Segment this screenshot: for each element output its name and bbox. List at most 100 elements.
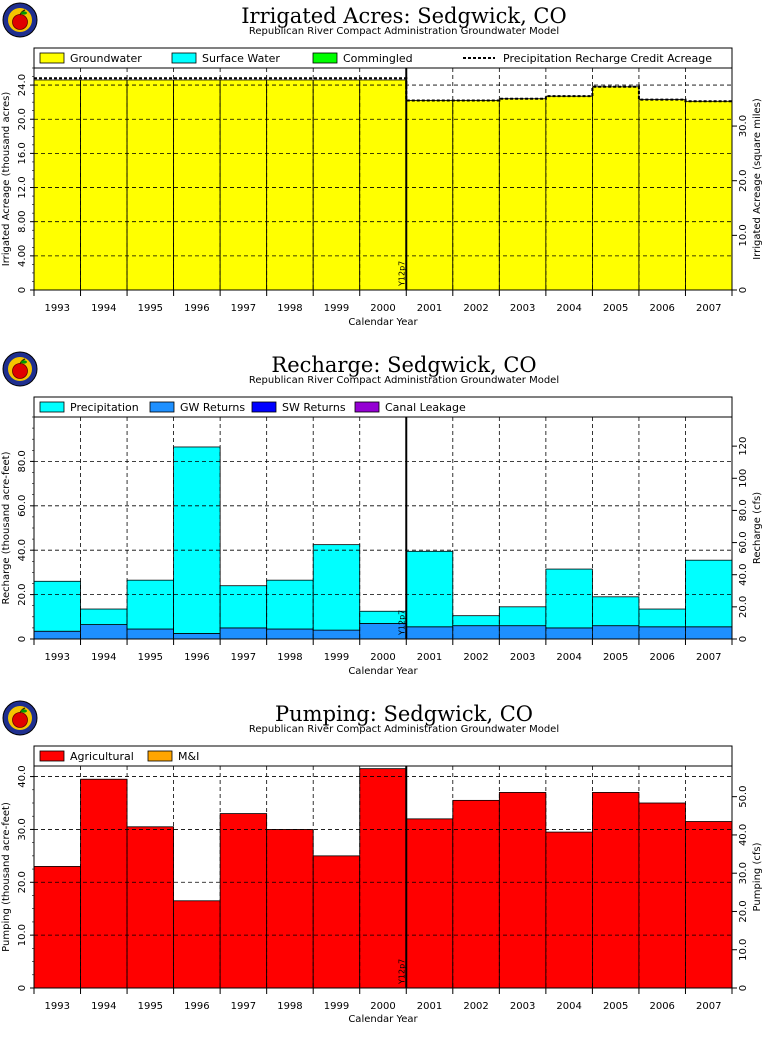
x-tick-label: 1994 [91,303,116,314]
y-tick-label: 30.0 [17,818,28,840]
bar [592,596,640,627]
legend-swatch [171,52,197,64]
y-tick-label: 40.0 [17,765,28,787]
y-axis-label: Recharge (thousand acre-feet) [1,451,12,604]
legend-label: Canal Leakage [385,401,466,414]
y2-axis-label: Pumping (cfs) [752,842,763,911]
x-tick-label: 2005 [603,652,628,663]
irrigated-acres-chart: Irrigated Acres: Sedgwick, CORepublican … [1,2,763,328]
plot-frame [33,765,733,989]
model-marker-label: Y12p7 [397,610,406,636]
chart-subtitle: Republican River Compact Administration … [249,26,559,37]
bar [638,99,686,291]
bar [359,768,407,989]
y-axis-label: Pumping (thousand acre-feet) [1,802,12,952]
chart-title: Pumping: Sedgwick, CO [275,702,533,726]
bar [638,626,686,640]
irrigated-acres-panel: Irrigated Acres: Sedgwick, CO Republican … [0,0,768,341]
bar [126,579,174,630]
y2-tick-label: 20.0 [738,900,749,922]
x-tick-label: 2000 [370,1001,395,1012]
x-tick-label: 2003 [510,652,535,663]
bar [126,628,174,640]
x-tick-label: 1995 [138,1001,163,1012]
legend-label: Precipitation Recharge Credit Acreage [503,52,712,65]
logo-apple [12,712,28,728]
x-tick-label: 1997 [231,303,256,314]
plot-frame [33,67,733,291]
y2-tick-label: 80.0 [738,499,749,521]
y-tick-label: 0 [17,985,28,991]
y2-axis-label: Recharge (cfs) [752,492,763,564]
legend-label: M&I [178,750,199,763]
x-tick-label: 2001 [417,652,442,663]
bar [33,580,81,632]
bar [80,778,128,989]
bar [452,625,500,640]
legend-label: Precipitation [70,401,139,414]
chart-subtitle: Republican River Compact Administration … [249,375,559,386]
logo-apple-leaf [21,709,27,713]
x-tick-label: 2007 [696,303,721,314]
y2-tick-label: 40.0 [738,824,749,846]
x-axis-label: Calendar Year [348,1014,418,1024]
y2-tick-label: 10.0 [738,939,749,961]
bar [638,802,686,989]
logo-apple [12,363,28,379]
bar [405,626,454,640]
x-axis-label: Calendar Year [348,666,418,677]
x-tick-label: 1994 [91,1001,116,1012]
bar [266,579,314,630]
bar [173,79,221,291]
bar [33,630,81,640]
legend-swatch [147,750,173,762]
x-tick-label: 2003 [510,1001,535,1012]
y2-tick-label: 50.0 [738,786,749,808]
legend-swatch [149,401,175,413]
y-tick-label: 60.0 [17,495,28,517]
bar [266,628,314,640]
apple-logo-icon [2,2,38,38]
chart-subtitle: Republican River Compact Administration … [249,724,559,735]
bar [80,79,128,291]
x-tick-label: 2001 [417,303,442,314]
bar [545,568,593,629]
bar [452,100,500,291]
y2-tick-label: 100 [738,469,749,488]
legend-swatch [39,52,65,64]
bar [312,544,361,631]
y2-tick-label: 0 [738,985,749,991]
y2-tick-label: 60.0 [738,531,749,553]
x-tick-label: 1993 [45,652,70,663]
bar [592,86,640,291]
bar [545,831,593,989]
bar [126,79,174,291]
bar [545,627,593,640]
legend-swatch [39,750,65,762]
x-tick-label: 2002 [463,652,488,663]
x-tick-label: 2004 [556,652,581,663]
bar [219,627,268,640]
legend-label: Commingled [343,52,413,65]
y-tick-label: 8.00 [17,211,28,233]
x-tick-label: 1995 [138,303,163,314]
bar [173,633,221,640]
y2-tick-label: 120 [738,437,749,456]
y-tick-label: 24.0 [17,74,28,96]
bar [405,100,454,291]
bar [685,821,733,989]
x-tick-label: 2000 [370,303,395,314]
x-tick-label: 2000 [370,652,395,663]
apple-logo-icon [2,700,38,736]
x-tick-label: 2006 [649,1001,674,1012]
y2-tick-label: 20.0 [738,596,749,618]
logo-apple-leaf [21,360,27,364]
x-tick-label: 1998 [277,303,302,314]
legend-swatch [354,401,380,413]
legend-swatch [312,52,338,64]
x-tick-label: 2001 [417,1001,442,1012]
bar [266,79,314,291]
x-tick-label: 2007 [696,652,721,663]
x-tick-label: 2003 [510,303,535,314]
